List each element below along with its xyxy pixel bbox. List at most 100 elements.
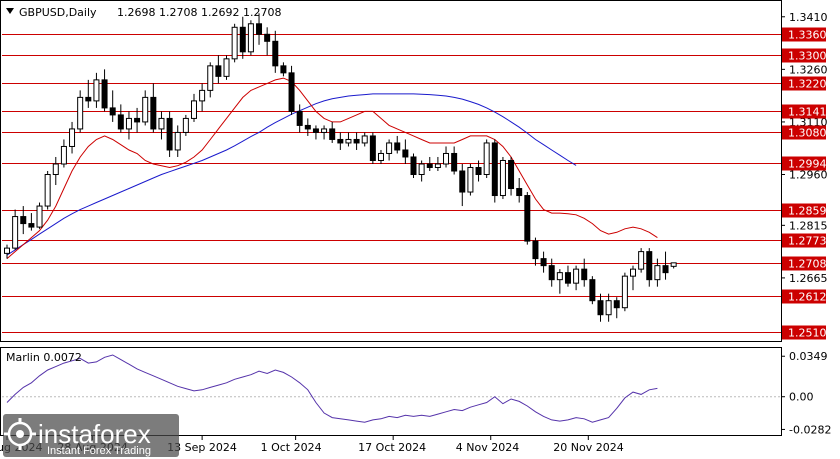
candle bbox=[247, 20, 254, 56]
candle bbox=[459, 163, 466, 207]
level-labels: 1.3360 1.3300 1.3220 1.3141 1.3080 1.2994 1.28… bbox=[782, 27, 827, 340]
brand-logo-icon bbox=[4, 418, 36, 450]
level-label-bg bbox=[782, 125, 826, 140]
candle bbox=[499, 156, 506, 200]
candle-body bbox=[52, 163, 59, 176]
candle-body bbox=[296, 110, 303, 126]
candle-body bbox=[605, 300, 612, 316]
candle-body bbox=[134, 117, 141, 123]
candle bbox=[337, 132, 344, 150]
candle bbox=[158, 111, 165, 140]
candle bbox=[4, 244, 10, 259]
ohlc-values: 1.2698 1.2708 1.2692 1.2708 bbox=[117, 6, 281, 19]
level-label: 1.3141 bbox=[788, 106, 827, 119]
candle bbox=[638, 248, 645, 273]
candle bbox=[174, 125, 181, 157]
candle-body bbox=[150, 96, 157, 130]
candle bbox=[256, 13, 263, 45]
price-tick-label: 1.2960 bbox=[789, 169, 828, 182]
candle-body bbox=[117, 114, 124, 130]
candle bbox=[605, 293, 612, 322]
candle bbox=[280, 62, 287, 77]
candle-body bbox=[85, 96, 92, 102]
candle bbox=[304, 118, 311, 136]
candle bbox=[12, 209, 19, 250]
candle-body bbox=[158, 117, 165, 130]
candle-body bbox=[44, 174, 51, 207]
candle bbox=[117, 104, 124, 133]
candle-body bbox=[532, 240, 539, 260]
candle-body bbox=[662, 265, 669, 274]
candle-body bbox=[361, 135, 368, 144]
candle-body bbox=[630, 268, 637, 277]
candle-body bbox=[207, 65, 214, 91]
candle-body bbox=[101, 79, 108, 109]
candle bbox=[646, 248, 653, 287]
candle-body bbox=[166, 117, 173, 151]
oscillator: 0.0349 0.00 -0.0282 bbox=[2, 350, 831, 436]
candle-body bbox=[377, 152, 384, 161]
candle-body bbox=[215, 65, 222, 77]
candle-body bbox=[77, 96, 84, 130]
candle-body bbox=[353, 138, 360, 144]
candle bbox=[85, 79, 92, 108]
candle bbox=[93, 72, 100, 108]
candle bbox=[296, 104, 303, 133]
level-label-bg bbox=[782, 104, 826, 119]
candle bbox=[199, 83, 206, 112]
candle bbox=[182, 114, 189, 136]
candle-body bbox=[264, 33, 271, 42]
candle-body bbox=[394, 142, 401, 151]
candle-body bbox=[581, 268, 588, 281]
time-tick-label: 1 Oct 2024 bbox=[261, 441, 322, 454]
oscillator-line bbox=[6, 354, 658, 423]
candle-body bbox=[256, 23, 263, 35]
watermark: instaforex Instant Forex Trading bbox=[3, 414, 179, 457]
candle-body bbox=[321, 128, 328, 133]
level-label: 1.2859 bbox=[788, 205, 827, 218]
price-tick-label: 1.3410 bbox=[789, 11, 828, 24]
horizontal-levels bbox=[2, 34, 781, 333]
dropdown-triangle-icon[interactable] bbox=[6, 8, 14, 14]
candle-body bbox=[621, 275, 628, 309]
candle-body bbox=[613, 300, 620, 309]
candle-body bbox=[638, 251, 645, 270]
price-tick-label: 1.3260 bbox=[789, 63, 828, 76]
time-tick-label: 4 Nov 2024 bbox=[456, 441, 519, 454]
level-label: 1.3360 bbox=[788, 29, 827, 42]
candle-body bbox=[174, 131, 181, 151]
oscillator-tick-label: 0.0349 bbox=[789, 350, 828, 363]
candle bbox=[312, 125, 319, 140]
candle-body bbox=[556, 272, 563, 281]
candle bbox=[264, 27, 271, 56]
candle bbox=[451, 146, 458, 175]
candle bbox=[508, 156, 515, 196]
candle-body bbox=[69, 128, 76, 147]
candle-body bbox=[345, 138, 352, 144]
level-label-bg bbox=[782, 156, 826, 171]
candle-body bbox=[491, 142, 498, 197]
candle-body bbox=[312, 128, 319, 133]
candle bbox=[377, 149, 384, 164]
candle bbox=[524, 192, 531, 245]
candle bbox=[69, 121, 76, 154]
level-label: 1.3300 bbox=[788, 50, 827, 63]
candle bbox=[532, 237, 539, 266]
level-label: 1.2708 bbox=[788, 258, 827, 271]
candle bbox=[231, 23, 238, 63]
candle bbox=[239, 16, 246, 59]
candle bbox=[597, 293, 604, 322]
candle bbox=[150, 83, 157, 133]
level-label: 1.2612 bbox=[788, 291, 827, 304]
candle-body bbox=[548, 265, 555, 281]
candle bbox=[548, 258, 555, 287]
level-label-bg bbox=[782, 256, 826, 271]
candle-body bbox=[4, 247, 10, 254]
candle-body bbox=[508, 159, 515, 190]
candle-body bbox=[402, 149, 409, 158]
candle-body bbox=[564, 272, 571, 284]
candle bbox=[386, 139, 393, 161]
symbol-timeframe: GBPUSD,Daily bbox=[19, 6, 97, 19]
candle-body bbox=[12, 216, 19, 249]
